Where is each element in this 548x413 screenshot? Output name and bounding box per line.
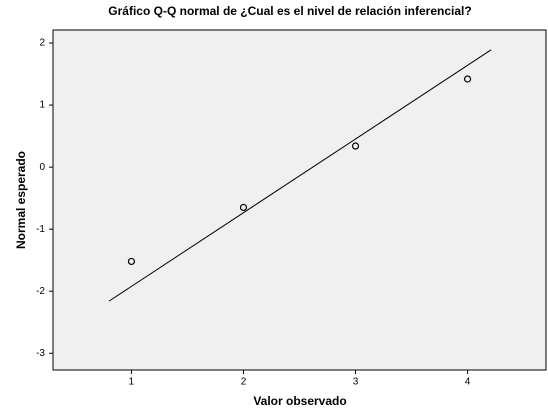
y-tick-label: -2 bbox=[36, 286, 45, 297]
y-tick-label: -3 bbox=[36, 348, 45, 359]
x-tick-label: 1 bbox=[129, 377, 135, 388]
x-tick-label: 3 bbox=[353, 377, 359, 388]
point bbox=[351, 142, 360, 150]
y-tick-label: -1 bbox=[36, 224, 45, 235]
reference-line bbox=[108, 49, 492, 302]
y-tick-label: 1 bbox=[39, 100, 45, 111]
x-tick-label: 4 bbox=[465, 377, 471, 388]
chart-title: Gráfico Q-Q normal de ¿Cual es el nivel … bbox=[108, 4, 471, 18]
y-axis-label: Normal esperado bbox=[14, 151, 28, 249]
y-tick-label: 2 bbox=[39, 38, 45, 49]
x-tick-label: 2 bbox=[241, 377, 247, 388]
plot-area bbox=[52, 29, 547, 371]
point bbox=[239, 203, 248, 212]
point bbox=[127, 257, 136, 266]
point bbox=[463, 75, 472, 83]
x-axis-label: Valor observado bbox=[253, 394, 346, 408]
y-tick-label: 0 bbox=[39, 162, 45, 173]
